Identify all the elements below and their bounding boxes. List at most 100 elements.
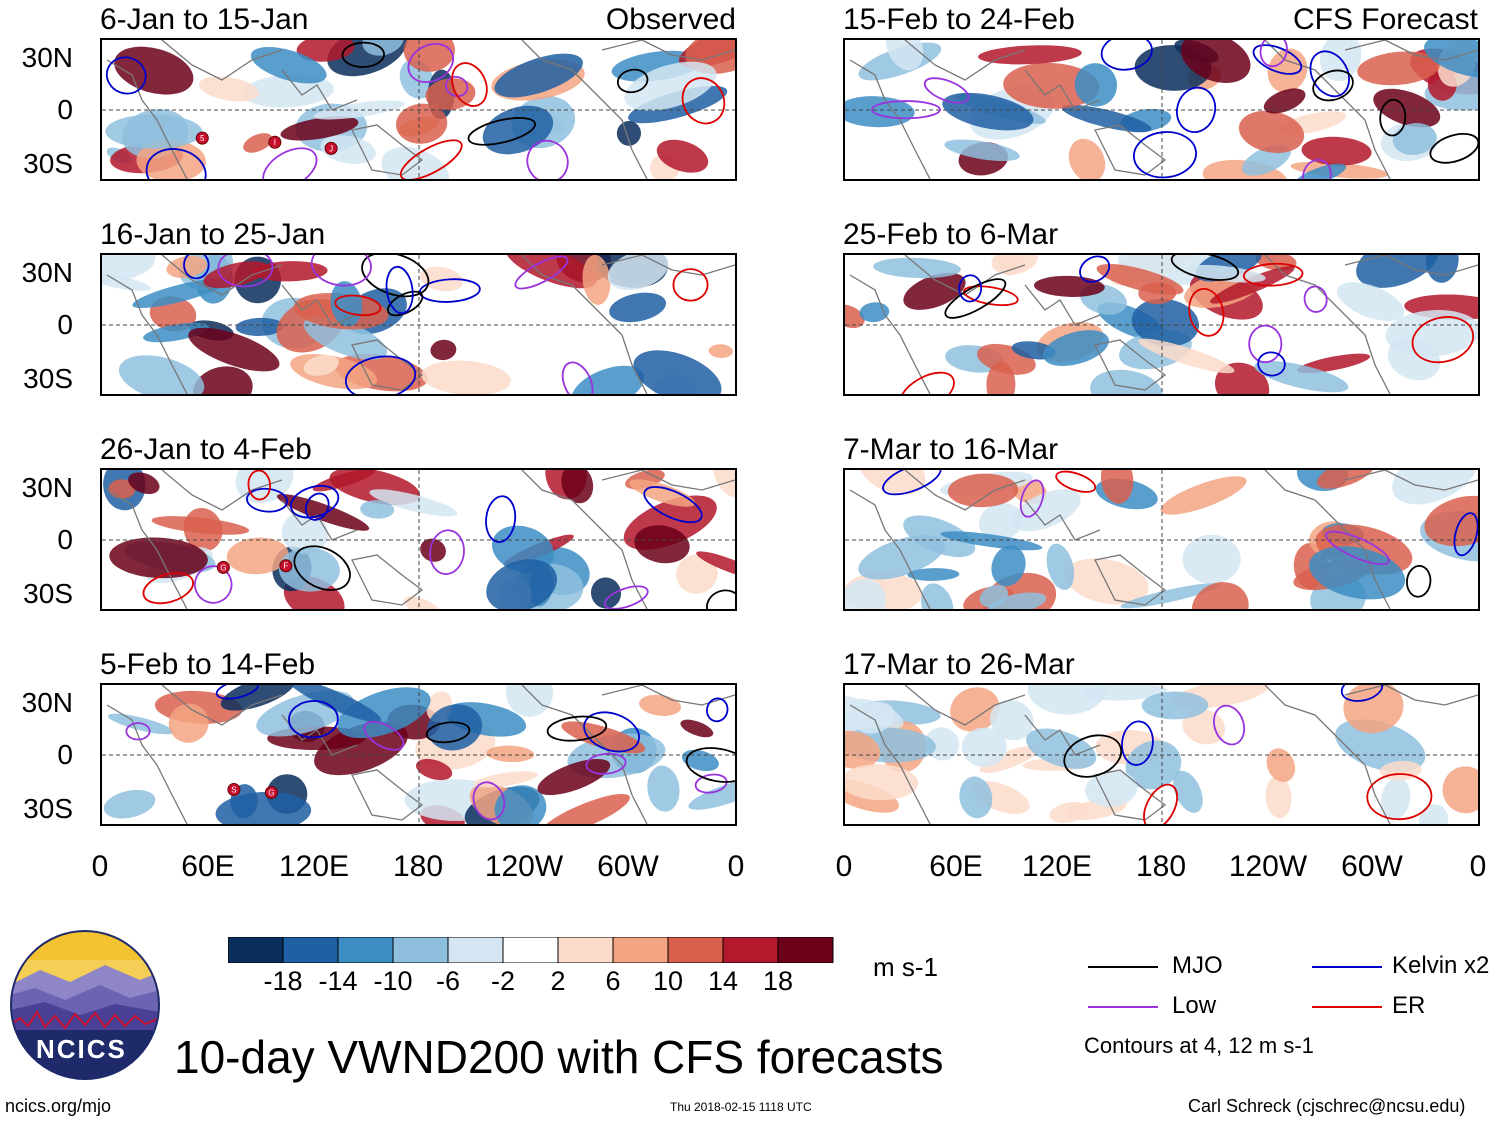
lon-label-right-0: 0 xyxy=(835,850,853,883)
colorbar-swatch xyxy=(337,937,394,963)
storm-marker-icon xyxy=(324,141,338,155)
colorbar-tick: 14 xyxy=(707,966,739,996)
lon-label-right-60w: 60W xyxy=(1341,850,1403,883)
colorbar-swatch xyxy=(557,937,614,963)
map-panel-8-field xyxy=(845,685,1478,824)
map-panel-8 xyxy=(843,683,1480,826)
lon-label-right-120w: 120W xyxy=(1228,850,1308,883)
map-panel-1: 5 I J xyxy=(100,38,737,181)
footer-url[interactable]: ncics.org/mjo xyxy=(5,1096,112,1116)
colorbar-swatch xyxy=(228,937,284,963)
lon-label-left-60w: 60W xyxy=(597,850,659,883)
footer-author: Carl Schreck (cjschrec@ncsu.edu) xyxy=(1188,1096,1466,1116)
storm-label: F xyxy=(283,562,288,571)
storm-label: S xyxy=(231,786,236,795)
storm-marker-icon xyxy=(268,135,282,149)
panel-title-2: 16-Jan to 25-Jan xyxy=(100,218,326,251)
colorbar-swatch xyxy=(392,937,449,963)
map-panel-7 xyxy=(843,468,1480,611)
map-panel-6 xyxy=(843,253,1480,396)
legend-note: Contours at 4, 12 m s-1 xyxy=(1084,1033,1314,1058)
lon-label-left-120e: 120E xyxy=(278,850,350,883)
lat-label-30s: 30S xyxy=(23,578,73,609)
ncics-logo xyxy=(10,930,160,1080)
lon-label-right-0-end: 0 xyxy=(1469,850,1487,883)
forecast-label: CFS Forecast xyxy=(1292,3,1478,36)
colorbar-swatch xyxy=(722,937,779,963)
colorbar-tick: -14 xyxy=(318,966,358,996)
colorbar-tick: 2 xyxy=(550,966,566,996)
lat-label-30s: 30S xyxy=(23,793,73,824)
colorbar xyxy=(228,937,834,963)
lon-label-right-60e: 60E xyxy=(929,850,983,883)
legend-line-mjo xyxy=(1088,966,1158,968)
storm-marker-icon xyxy=(279,559,293,573)
panel-title-5: 15-Feb to 24-Feb xyxy=(843,3,1075,36)
footer-timestamp: Thu 2018-02-15 1118 UTC xyxy=(670,1100,812,1114)
storm-marker-icon xyxy=(227,783,241,797)
lat-label-eq: 0 xyxy=(57,739,73,770)
colorbar-swatch xyxy=(667,937,724,963)
panel-title-4: 5-Feb to 14-Feb xyxy=(100,648,316,681)
panel-title-7: 7-Mar to 16-Mar xyxy=(843,433,1059,466)
panel-title-1: 6-Jan to 15-Jan xyxy=(100,3,309,36)
lat-label-30n: 30N xyxy=(21,472,73,503)
legend-label-low: Low xyxy=(1172,992,1217,1019)
storm-label: G xyxy=(268,788,274,797)
legend-line-kelvin xyxy=(1312,966,1382,968)
lat-label-eq: 0 xyxy=(57,309,73,340)
colorbar-tick: 18 xyxy=(762,966,794,996)
colorbar-tick: -6 xyxy=(435,966,460,996)
panel-title-3: 26-Jan to 4-Feb xyxy=(100,433,312,466)
map-panel-2-field xyxy=(102,255,735,394)
lon-label-left-120w: 120W xyxy=(484,850,564,883)
colorbar-units: m s-1 xyxy=(873,952,938,982)
panel-title-6: 25-Feb to 6-Mar xyxy=(843,218,1059,251)
map-panel-5-field xyxy=(845,40,1478,179)
colorbar-tick: 10 xyxy=(652,966,684,996)
colorbar-tick: -18 xyxy=(263,966,303,996)
legend-label-kelvin: Kelvin x2 xyxy=(1392,952,1490,979)
map-panel-1-field: 5 I J xyxy=(102,40,735,179)
map-panel-6-field xyxy=(845,255,1478,394)
colorbar-tick: -2 xyxy=(490,966,515,996)
lon-label-right-180: 180 xyxy=(1135,850,1187,883)
lat-label-30s: 30S xyxy=(23,148,73,179)
logo-text: NCICS xyxy=(36,1034,127,1064)
storm-label: G xyxy=(220,563,226,572)
lon-label-left-0-end: 0 xyxy=(727,850,745,883)
legend-line-low xyxy=(1088,1006,1158,1008)
storm-label: I xyxy=(274,138,276,147)
storm-marker-icon xyxy=(195,131,209,145)
storm-marker-icon xyxy=(216,560,230,574)
storm-marker-icon xyxy=(264,785,278,799)
colorbar-swatch xyxy=(777,937,834,963)
legend-label-mjo: MJO xyxy=(1172,952,1223,979)
lat-label-30n: 30N xyxy=(21,687,73,718)
panel-title-8: 17-Mar to 26-Mar xyxy=(843,648,1075,681)
colorbar-tick: -10 xyxy=(373,966,413,996)
legend-line-er xyxy=(1312,1006,1382,1008)
map-panel-5 xyxy=(843,38,1480,181)
storm-label: J xyxy=(329,144,333,153)
lat-label-30s: 30S xyxy=(23,363,73,394)
colorbar-swatch xyxy=(447,937,504,963)
lon-label-left-180: 180 xyxy=(392,850,444,883)
map-panel-7-field xyxy=(845,470,1478,609)
storm-label: 5 xyxy=(200,134,205,143)
map-panel-2 xyxy=(100,253,737,396)
colorbar-swatch xyxy=(612,937,669,963)
main-title: 10-day VWND200 with CFS forecasts xyxy=(174,1031,944,1083)
lon-label-right-120e: 120E xyxy=(1021,850,1093,883)
lat-label-eq: 0 xyxy=(57,524,73,555)
lon-label-left-0: 0 xyxy=(91,850,109,883)
lat-label-30n: 30N xyxy=(21,257,73,288)
lat-label-30n: 30N xyxy=(21,42,73,73)
lon-label-left-60e: 60E xyxy=(181,850,235,883)
lat-label-eq: 0 xyxy=(57,94,73,125)
colorbar-swatch xyxy=(282,937,339,963)
